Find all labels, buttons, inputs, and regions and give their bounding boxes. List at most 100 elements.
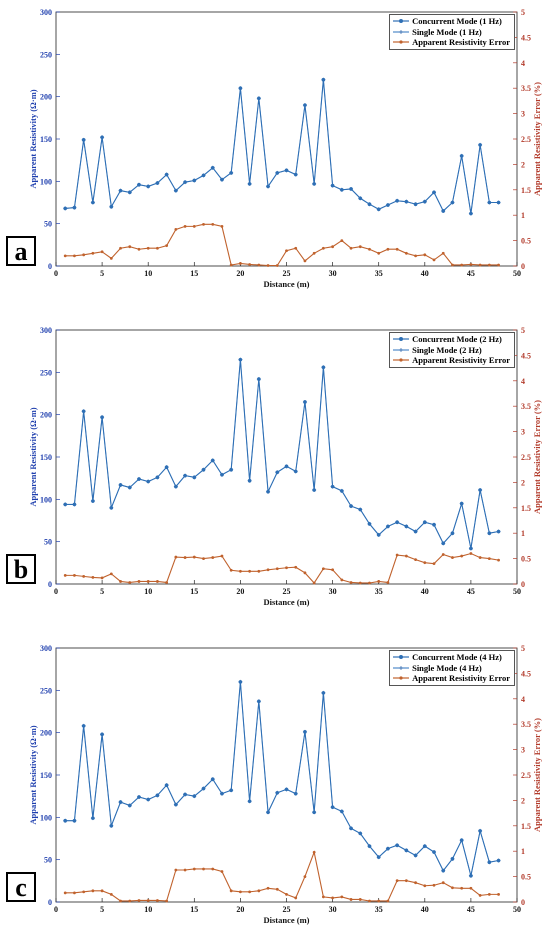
legend-entry: Single Mode (4 Hz)	[393, 663, 510, 674]
data-point	[192, 555, 196, 559]
chart-panel-b: 0 5 10 15 20 25 30 35 40 45 50 0 50 100 150 200 250 300 0 0…	[0, 322, 550, 630]
legend-swatch-marker	[399, 347, 404, 352]
data-point	[82, 890, 86, 894]
data-point	[220, 870, 224, 873]
data-point	[293, 469, 298, 474]
data-point	[137, 182, 141, 187]
data-point	[377, 899, 381, 903]
data-point	[183, 556, 187, 559]
data-point	[404, 554, 408, 558]
data-point	[164, 783, 169, 787]
data-point	[248, 890, 252, 894]
data-point	[376, 207, 381, 212]
data-point	[460, 886, 464, 890]
data-point	[257, 699, 261, 704]
legend-label: Concurrent Mode (2 Hz)	[412, 334, 502, 344]
data-point	[294, 896, 298, 900]
data-point	[330, 805, 335, 809]
data-point	[349, 898, 353, 901]
data-point	[284, 787, 289, 792]
y-tick-label: 250	[40, 686, 52, 695]
series-concurrent	[63, 357, 501, 551]
data-point	[63, 254, 67, 258]
x-tick-label: 5	[100, 587, 104, 596]
y-tick-label: 300	[40, 8, 52, 17]
series-concurrent	[63, 77, 501, 216]
data-point	[63, 502, 68, 507]
chart-panel-c: 0 5 10 15 20 25 30 35 40 45 50 0 50 100 150 200 250 300 0 0…	[0, 640, 550, 948]
data-point	[414, 881, 417, 885]
data-point	[229, 467, 233, 472]
data-point	[202, 867, 205, 871]
data-point	[469, 211, 473, 216]
data-point	[423, 520, 427, 524]
y-tick-label: 250	[40, 368, 52, 377]
data-point	[220, 224, 224, 228]
data-point	[478, 143, 482, 147]
data-point	[73, 254, 76, 258]
legend-label: Single Mode (4 Hz)	[412, 662, 482, 673]
y2-tick-label: 3	[521, 428, 525, 437]
x-tick-label: 40	[421, 269, 429, 278]
data-point	[100, 889, 104, 893]
data-point	[368, 581, 371, 585]
data-point	[441, 881, 445, 885]
data-point	[432, 522, 436, 527]
legend-entry: Apparent Resistivity Error	[393, 673, 510, 684]
data-point	[496, 529, 501, 534]
data-point	[100, 732, 104, 737]
data-point	[368, 247, 371, 251]
data-point	[377, 251, 381, 255]
y2-tick-label: 0.5	[521, 873, 531, 882]
x-axis-title: Distance (m)	[263, 279, 309, 289]
data-point	[128, 245, 132, 249]
legend-swatch-marker	[399, 665, 404, 670]
data-point	[109, 892, 113, 896]
data-point	[229, 568, 233, 572]
data-point	[294, 565, 298, 569]
series-line	[65, 681, 499, 876]
data-point	[358, 898, 362, 901]
data-point	[109, 572, 113, 576]
y2-tick-label: 5	[521, 326, 525, 335]
y2-tick-label: 0.5	[521, 237, 531, 246]
data-point	[432, 850, 436, 854]
data-point	[72, 205, 77, 210]
data-point	[201, 173, 206, 178]
legend-swatch	[393, 29, 410, 34]
data-point	[404, 848, 409, 853]
data-point	[81, 138, 86, 142]
y2-tick-label: 3.5	[521, 720, 531, 729]
data-point	[239, 569, 242, 573]
data-point	[321, 691, 326, 695]
data-point	[487, 531, 492, 535]
data-point	[248, 263, 252, 266]
x-tick-label: 20	[236, 269, 244, 278]
data-point	[238, 680, 243, 684]
y2-tick-label: 0	[521, 262, 525, 271]
legend-swatch	[393, 337, 410, 342]
data-point	[229, 171, 233, 175]
data-point	[367, 202, 372, 206]
y-axis-title: Apparent Resistivity (Ω·m)	[28, 89, 38, 188]
x-tick-label: 25	[283, 587, 291, 596]
data-point	[211, 222, 215, 226]
data-point	[63, 891, 67, 895]
legend-swatch	[393, 655, 410, 660]
data-point	[257, 569, 261, 573]
data-point	[164, 172, 169, 177]
x-tick-label: 40	[421, 587, 429, 596]
data-point	[395, 520, 399, 524]
data-point	[247, 478, 252, 483]
series-line	[65, 850, 499, 902]
data-point	[423, 884, 427, 888]
data-point	[349, 246, 353, 250]
data-point	[395, 879, 399, 883]
legend-swatch-marker	[399, 40, 403, 44]
data-point	[340, 489, 344, 493]
data-point	[293, 172, 298, 177]
data-point	[266, 568, 270, 572]
legend-swatch-marker	[399, 655, 404, 660]
y-tick-label: 100	[40, 813, 52, 822]
data-point	[183, 868, 187, 872]
